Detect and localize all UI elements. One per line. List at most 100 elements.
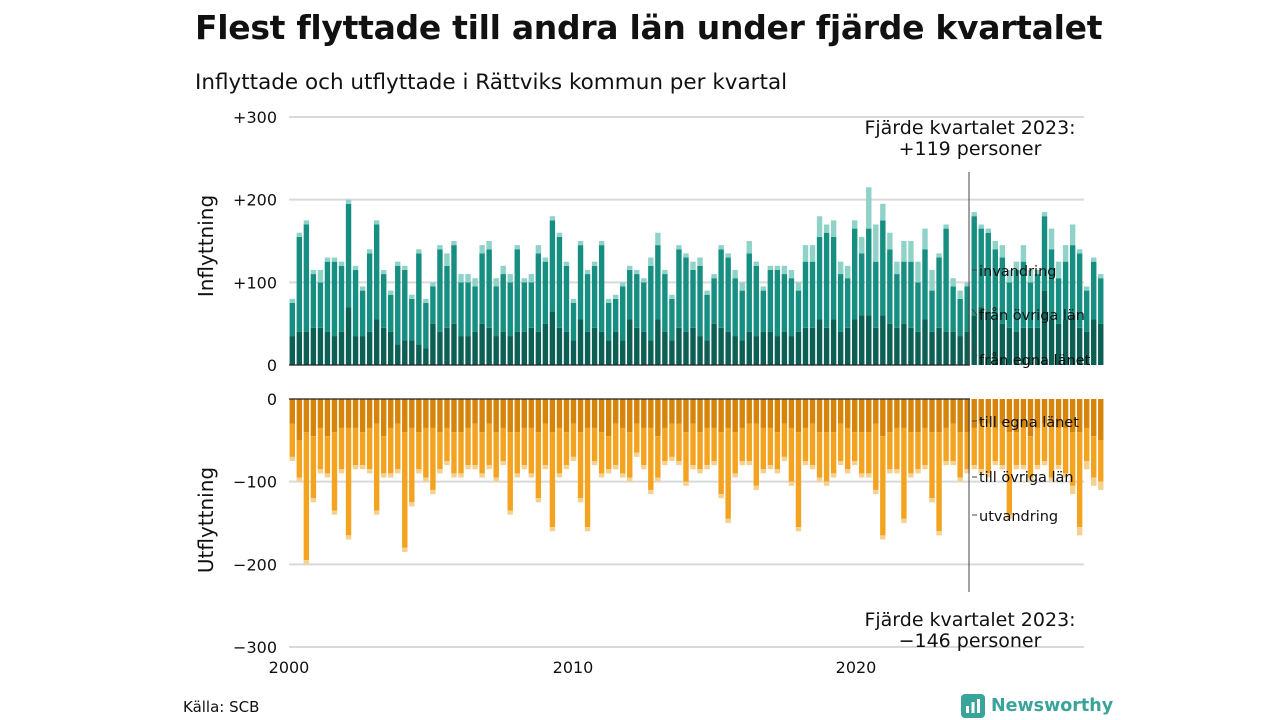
bar-in-invandring bbox=[556, 232, 563, 237]
bar-out-utvandring bbox=[1055, 465, 1062, 470]
bar-out-egna bbox=[549, 399, 556, 433]
bar-in-ovriga bbox=[704, 294, 710, 341]
bar-in-egna bbox=[985, 311, 991, 365]
series-label-leader bbox=[971, 346, 978, 357]
bar-out-ovriga bbox=[880, 436, 886, 536]
bar-out-ovriga bbox=[465, 427, 471, 466]
source-note: Källa: SCB bbox=[183, 698, 260, 716]
bar-in-ovriga bbox=[366, 253, 373, 332]
bar-out-ovriga bbox=[922, 427, 928, 466]
bar-out-egna bbox=[317, 399, 324, 428]
bar-in-invandring bbox=[1034, 269, 1041, 275]
bar-in-ovriga bbox=[1041, 216, 1048, 291]
bar-in-ovriga bbox=[718, 249, 724, 328]
bar-in-ovriga bbox=[774, 269, 781, 337]
bar-in-ovriga bbox=[837, 274, 844, 332]
bar-out-utvandring bbox=[1027, 477, 1034, 482]
bar-in-ovriga bbox=[549, 220, 556, 312]
bar-in-ovriga bbox=[310, 274, 317, 328]
bar-out-ovriga bbox=[739, 427, 745, 461]
bar-in-invandring bbox=[788, 269, 795, 279]
bar-in-invandring bbox=[472, 278, 478, 287]
bar-out-utvandring bbox=[641, 465, 647, 470]
bar-in-invandring bbox=[1006, 269, 1013, 283]
bar-out-utvandring bbox=[943, 461, 949, 466]
bar-in-egna bbox=[542, 323, 549, 365]
bar-in-ovriga bbox=[1034, 274, 1041, 328]
bar-out-ovriga bbox=[732, 432, 738, 474]
bar-out-ovriga bbox=[1041, 423, 1048, 461]
bar-out-utvandring bbox=[929, 498, 935, 503]
bar-out-utvandring bbox=[584, 527, 591, 532]
bar-in-egna bbox=[359, 336, 366, 365]
bar-in-invandring bbox=[388, 290, 394, 295]
bar-in-invandring bbox=[887, 232, 893, 250]
bar-in-ovriga bbox=[922, 249, 928, 320]
bar-in-egna bbox=[458, 336, 464, 365]
bar-in-ovriga bbox=[873, 261, 879, 328]
bar-out-egna bbox=[380, 399, 387, 437]
bar-out-egna bbox=[409, 399, 415, 428]
bar-in-invandring bbox=[908, 241, 914, 262]
bar-in-egna bbox=[317, 327, 324, 365]
bar-out-ovriga bbox=[873, 423, 879, 490]
bar-in-ovriga bbox=[507, 282, 513, 337]
bar-out-utvandring bbox=[303, 560, 310, 565]
bar-out-ovriga bbox=[753, 423, 759, 486]
bar-out-utvandring bbox=[444, 461, 450, 466]
bar-in-ovriga bbox=[458, 282, 464, 337]
bar-out-egna bbox=[627, 399, 633, 433]
bar-out-ovriga bbox=[317, 427, 324, 470]
bar-in-egna bbox=[1027, 327, 1034, 365]
y-tick-label: −200 bbox=[233, 555, 277, 574]
bar-out-utvandring bbox=[598, 473, 605, 478]
bar-out-utvandring bbox=[950, 461, 956, 466]
bar-out-ovriga bbox=[760, 427, 767, 470]
bar-in-egna bbox=[338, 331, 345, 365]
bar-in-invandring bbox=[697, 257, 703, 266]
bar-out-egna bbox=[978, 399, 984, 424]
bar-in-egna bbox=[732, 336, 738, 365]
bar-in-invandring bbox=[634, 269, 640, 275]
bar-out-utvandring bbox=[451, 473, 457, 478]
bar-out-utvandring bbox=[388, 473, 394, 478]
bar-out-ovriga bbox=[1098, 440, 1104, 482]
bar-out-ovriga bbox=[964, 432, 970, 470]
bar-in-egna bbox=[451, 323, 457, 365]
bar-out-ovriga bbox=[809, 423, 816, 466]
bar-in-invandring bbox=[577, 241, 584, 246]
bar-out-egna bbox=[373, 399, 380, 424]
bar-in-egna bbox=[514, 331, 520, 365]
bar-out-egna bbox=[577, 399, 584, 433]
brand-name: Newsworthy bbox=[991, 696, 1114, 716]
bar-in-invandring bbox=[844, 265, 851, 279]
bar-in-ovriga bbox=[1013, 269, 1020, 332]
bar-out-utvandring bbox=[627, 477, 633, 482]
bar-in-invandring bbox=[971, 212, 977, 217]
bar-out-utvandring bbox=[873, 489, 879, 495]
bar-out-ovriga bbox=[767, 427, 774, 466]
bar-in-egna bbox=[964, 331, 970, 365]
series-label-in_ovriga: från övriga län bbox=[979, 307, 1085, 324]
bar-out-utvandring bbox=[352, 465, 359, 470]
bar-out-ovriga bbox=[584, 427, 591, 528]
bar-in-ovriga bbox=[1091, 261, 1097, 320]
bar-out-ovriga bbox=[985, 423, 991, 474]
bar-in-egna bbox=[409, 340, 415, 365]
bar-out-egna bbox=[852, 399, 858, 433]
bar-out-ovriga bbox=[788, 427, 795, 482]
bar-in-ovriga bbox=[957, 298, 963, 337]
bar-in-egna bbox=[697, 336, 703, 365]
bar-in-invandring bbox=[549, 216, 556, 221]
bar-out-ovriga bbox=[852, 432, 858, 461]
bar-out-egna bbox=[880, 399, 886, 437]
bar-in-egna bbox=[676, 327, 682, 365]
bar-in-invandring bbox=[542, 257, 549, 262]
bar-in-egna bbox=[992, 319, 998, 365]
bar-in-ovriga bbox=[676, 249, 682, 328]
bar-out-egna bbox=[690, 399, 696, 424]
bar-out-utvandring bbox=[423, 477, 429, 482]
bar-in-invandring bbox=[373, 220, 380, 225]
bar-in-invandring bbox=[317, 269, 324, 283]
bar-out-utvandring bbox=[809, 465, 816, 470]
